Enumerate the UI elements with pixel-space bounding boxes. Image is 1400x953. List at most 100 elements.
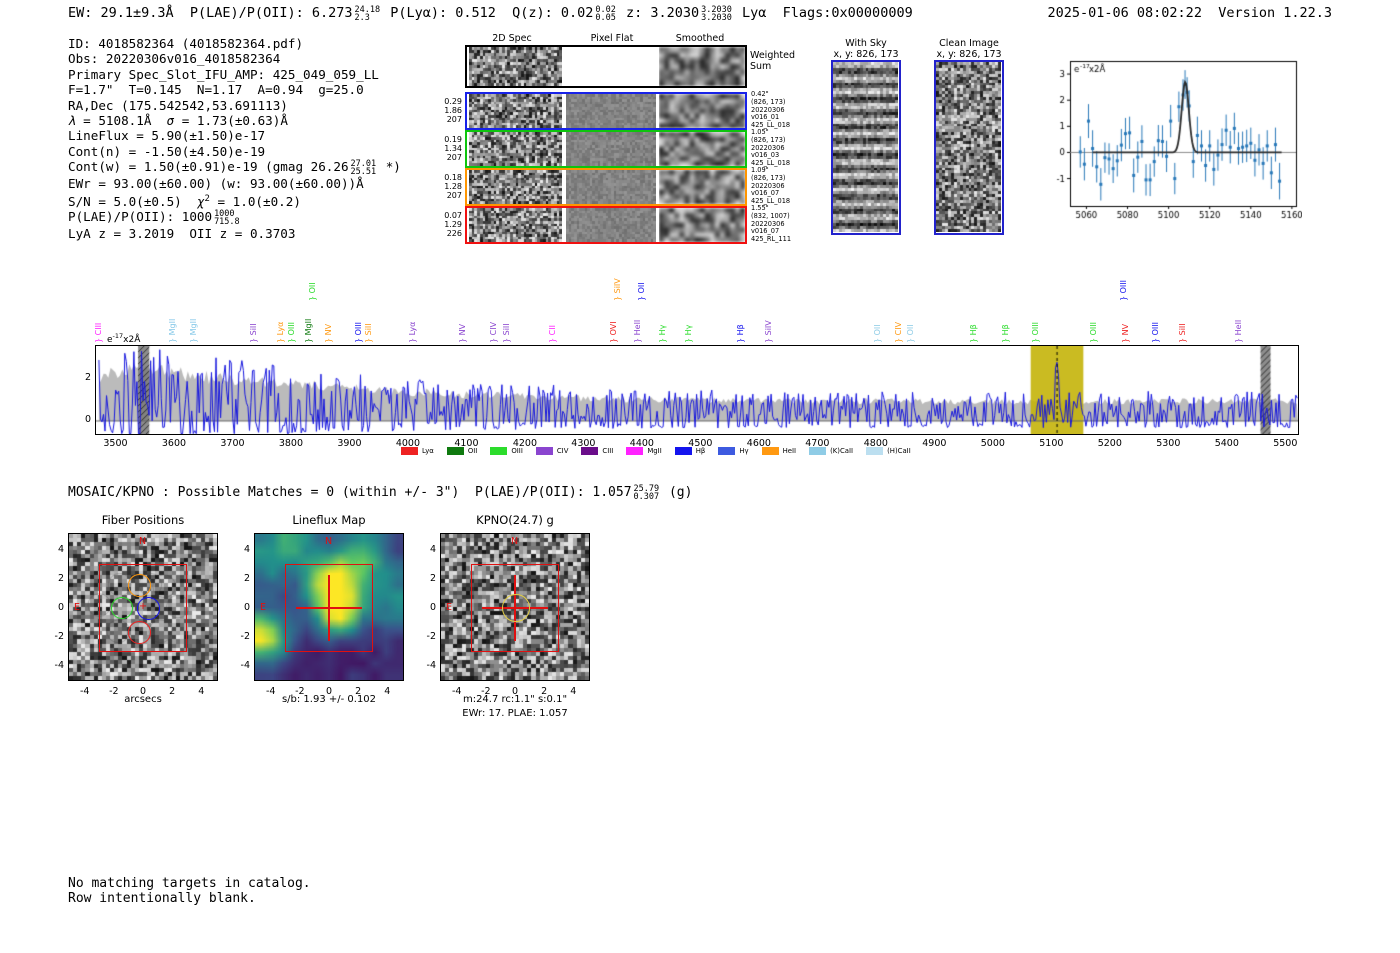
emission-line-label-cii: } CII: [547, 325, 557, 343]
right-label-value: (826, 173): [751, 97, 786, 106]
x-tick-label: 4700: [805, 438, 830, 449]
right-label-value: v016_01: [751, 113, 780, 122]
ifu-footprint-box: [285, 564, 373, 652]
info-line: P(LAE)/P(OII): 1000 1000 715.8: [68, 209, 401, 226]
full-spectrum-frame: [95, 345, 1299, 435]
left-label-value: 207: [446, 115, 462, 125]
text-segment: Lyα Flags:0x00000009: [733, 5, 913, 21]
emission-line-label-oiii: } OIII: [286, 321, 296, 343]
spec2d-fiber-row: [465, 206, 747, 244]
center-plus-marker: +: [139, 601, 147, 612]
panel-y-tick-label: -2: [426, 631, 436, 643]
fraction-bounds: 3.2030 3.2030: [701, 5, 732, 23]
spec2d-fiber-row: [465, 92, 747, 130]
emission-line-label-heii: } HeII: [633, 319, 643, 343]
x-tick-label: 3700: [220, 438, 245, 449]
spec2d-noise-image: [469, 94, 562, 128]
spec2d-noise-image: [469, 208, 562, 242]
text-segment: (g): [661, 485, 693, 500]
x-tick-label: 4900: [922, 438, 947, 449]
emission-line-label-hβ: } Hβ: [968, 324, 978, 343]
emission-line-label-civ: } CIV: [894, 321, 904, 343]
pixel-flat-image: [566, 132, 656, 166]
left-label-value: 1.34: [444, 144, 462, 154]
x-tick-label: 5400: [1214, 438, 1239, 449]
emission-line-label-nv: } NV: [457, 323, 467, 343]
legend-label: CIV: [556, 447, 569, 455]
emission-line-label-siiv: } SiIV: [764, 320, 774, 343]
panel-y-tick-label: -4: [426, 660, 436, 672]
left-label-value: 0.19: [444, 135, 462, 144]
fraction-bounds: 27.01 25.51: [350, 159, 377, 178]
x-tick-label: 4200: [512, 438, 537, 449]
text-segment: EW: 29.1±9.3Å P(LAE)/P(OII): 6.273: [68, 5, 353, 21]
text-segment: MOSAIC/KPNO : Possible Matches = 0 (with…: [68, 485, 632, 500]
panel-x-tick-label: -2: [481, 686, 491, 697]
x-tick-label: 4400: [629, 438, 654, 449]
text-segment: S/N = 5.0(±0.5): [68, 193, 197, 209]
emission-line-label-hγ: } Hγ: [657, 324, 667, 343]
weighted-sum-label: Weighted Sum: [750, 50, 795, 72]
clean-image-coords: x, y: 826, 173: [936, 49, 1002, 60]
legend-entry-Hβ: Hβ: [674, 447, 706, 455]
fiber-positions-title: Fiber Positions: [101, 513, 185, 527]
emission-line-label-siii: } SiII: [248, 323, 258, 343]
x-tick-label: 5200: [1097, 438, 1122, 449]
emission-line-label-siii: } SiII: [1177, 323, 1187, 343]
right-label-value: (826, 173): [751, 173, 786, 182]
emission-line-label-mgii: } MgII: [303, 318, 313, 343]
fiber-circle: [110, 596, 134, 620]
y-tick-label: 2: [84, 371, 91, 383]
emission-line-label-oii: } OII: [873, 324, 883, 343]
with-sky-image: [833, 62, 898, 232]
legend-entry-OII: OII: [446, 447, 477, 455]
legend-label: (H)CaII: [887, 447, 911, 455]
legend-label: (K)CaII: [830, 447, 854, 455]
text-segment: ID: 4018582364 (4018582364.pdf): [68, 36, 304, 51]
panel-x-tick-label: 0: [511, 686, 519, 697]
compass-north-label: N: [511, 536, 519, 547]
compass-east-label: E: [446, 602, 453, 613]
spec2d-noise-image: [469, 47, 562, 86]
panel-x-tick-label: 2: [169, 686, 176, 697]
legend-label: Hβ: [695, 447, 706, 455]
lineflux-map-title: Lineflux Map: [292, 513, 366, 527]
legend-swatch: [718, 447, 736, 455]
right-label-value: 425_LL_018: [751, 121, 791, 130]
legend-label: OIII: [511, 447, 523, 455]
text-segment: 2: [204, 193, 210, 204]
lineflux-caption: s/b: 1.93 +/- 0.102: [281, 694, 377, 705]
legend-swatch: [761, 447, 779, 455]
compass-north-label: N: [325, 536, 333, 547]
info-line: Cont(w) = 1.50(±0.91)e-19 (gmag 26.26 27.…: [68, 159, 401, 176]
panel-y-tick-label: 0: [243, 602, 250, 613]
panel-x-tick-label: 0: [139, 686, 147, 697]
panel-y-tick-label: -2: [54, 631, 64, 643]
emission-line-label-ovi: } OVI: [609, 321, 619, 343]
spec2d-row-right-labels: 1.55" (832, 1007) 20220306 v016_07 425_RL_11…: [751, 204, 791, 244]
legend-swatch: [581, 447, 599, 455]
info-line: Primary Spec_Slot_IFU_AMP: 425_049_059_L…: [68, 67, 401, 82]
spec2d-noise-image: [469, 132, 562, 166]
info-line: λ = 5108.1Å σ = 1.73(±0.63)Å: [68, 113, 401, 128]
emission-line-label-nv: } NV: [1121, 323, 1131, 343]
text-segment: = 5108.1Å: [75, 113, 167, 129]
line-fit-plot-canvas: [1040, 53, 1302, 233]
info-line: ID: 4018582364 (4018582364.pdf): [68, 36, 401, 51]
text-segment: = 1.73(±0.63)Å: [174, 113, 288, 129]
right-label-value: (832, 1007): [751, 211, 790, 220]
fiber-positions-plot: [68, 533, 218, 681]
panel-x-tick-label: -4: [265, 686, 276, 697]
left-label-value: 207: [446, 153, 462, 163]
with-sky-frame: [831, 60, 901, 235]
full-spectrum-canvas: [96, 346, 1298, 434]
right-label-value: 20220306: [751, 219, 785, 228]
fiber-circle: [128, 621, 151, 645]
emission-line-label-siiv: } SiIV: [613, 278, 623, 301]
legend-swatch: [626, 447, 644, 455]
info-line: LyA z = 3.2019 OII z = 0.3703: [68, 226, 401, 241]
legend-label: Hγ: [739, 447, 749, 455]
right-label-value: v016_07: [751, 227, 780, 236]
x-tick-label: 4000: [395, 438, 421, 449]
